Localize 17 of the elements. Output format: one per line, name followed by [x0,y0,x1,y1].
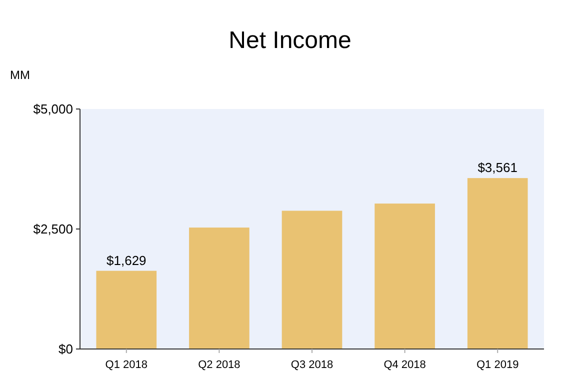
x-tick-label: Q1 2018 [105,359,148,371]
x-tick-label: Q4 2018 [384,359,426,371]
bar [374,204,435,349]
bar [467,178,528,349]
bar [282,210,342,349]
chart-title: Net Income [228,27,352,54]
y-tick-label: $5,000 [33,102,73,117]
y-tick-label: $2,500 [33,222,73,237]
y-axis-title: MM [10,68,30,82]
x-tick-label: Q2 2018 [198,359,240,371]
x-tick-label: Q1 2019 [476,359,519,371]
data-label: $3,561 [478,160,518,176]
y-tick-label: $0 [58,342,73,357]
x-tick-label: Q3 2018 [290,359,334,371]
data-label: $1,629 [106,252,146,268]
bar [96,270,157,349]
bar [189,228,250,349]
